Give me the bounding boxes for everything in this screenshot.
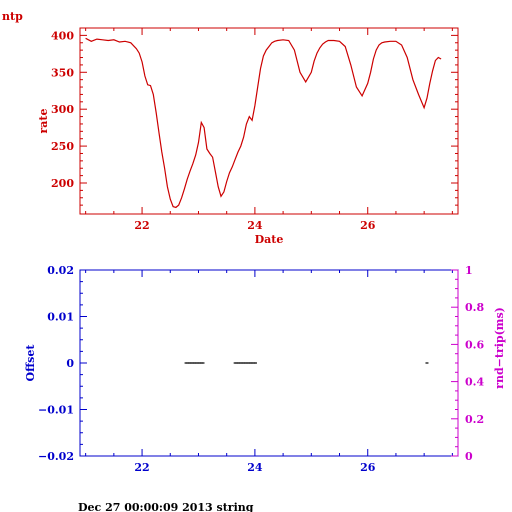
rnd-trip-y-ticks: 0 0.2 0.4 0.6 0.8 1 — [451, 264, 484, 463]
offset-y-ticks: −0.02 −0.01 0 0.01 0.02 — [38, 264, 87, 463]
rnd-trip-y-tick-label: 1 — [465, 264, 473, 277]
rate-plot-frame — [79, 27, 459, 215]
offset-y-tick-label: 0.01 — [47, 311, 74, 324]
rnd-trip-y-tick-label: 0.4 — [465, 376, 484, 389]
offset-x-ticks: 22 24 26 — [85, 270, 453, 474]
rate-x-tick-label: 24 — [247, 219, 263, 232]
rate-series-line — [85, 37, 442, 209]
offset-chart: 22 24 26 −0.02 −0.01 0 0.01 0.02 0 0.2 0.4 0.6 0.8… — [24, 264, 506, 474]
offset-x-tick-label: 22 — [134, 461, 149, 474]
offset-y-tick-label: −0.02 — [38, 450, 74, 463]
rate-y-tick-label: 300 — [51, 103, 74, 116]
offset-y-axis-label: Offset — [24, 344, 37, 382]
offset-y-tick-label: 0 — [66, 357, 74, 370]
rate-x-axis-label: Date — [255, 233, 284, 246]
rate-y-ticks: 200 250 300 350 400 — [51, 27, 458, 206]
rate-y-tick-label: 200 — [51, 177, 74, 190]
rate-chart: 22 24 26 200 250 300 350 400 Date rate — [37, 27, 459, 246]
rate-x-tick-label: 22 — [134, 219, 149, 232]
rnd-trip-y-tick-label: 0.6 — [465, 338, 484, 351]
rnd-trip-y-tick-label: 0.8 — [465, 301, 484, 314]
footer-timestamp: Dec 27 00:00:09 2013 string — [78, 501, 254, 512]
offset-x-tick-label: 24 — [247, 461, 263, 474]
offset-plot-frame — [79, 269, 459, 457]
rate-x-ticks: 22 24 26 — [85, 28, 453, 232]
offset-y-tick-label: −0.01 — [38, 404, 74, 417]
offset-x-tick-label: 26 — [360, 461, 376, 474]
rate-y-tick-label: 350 — [51, 66, 74, 79]
rate-y-tick-label: 250 — [51, 140, 74, 153]
rnd-trip-y-tick-label: 0.2 — [465, 413, 484, 426]
corner-label: ntp — [2, 10, 23, 23]
rate-y-axis-label: rate — [37, 108, 50, 133]
offset-y-tick-label: 0.02 — [47, 264, 74, 277]
rnd-trip-y-axis-label: rnd−trip(ms) — [493, 307, 506, 389]
rnd-trip-y-tick-label: 0 — [465, 450, 473, 463]
rate-y-tick-label: 400 — [51, 29, 74, 42]
rate-x-tick-label: 26 — [360, 219, 376, 232]
